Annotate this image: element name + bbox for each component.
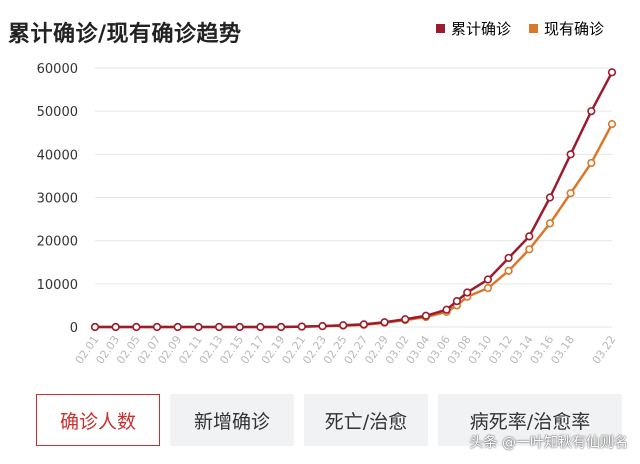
point-cumulative-02-07: [152, 322, 162, 332]
chart-header: 累计确诊/现有确诊趋势 累计确诊 现有确诊: [0, 0, 640, 56]
point-cumulative-03-20: [587, 107, 596, 116]
point-cumulative-02-11: [194, 322, 203, 332]
legend: 累计确诊 现有确诊: [435, 18, 604, 39]
point-cumulative-03-12: [504, 253, 513, 263]
point-cumulative-03-02: [401, 315, 410, 324]
point-cumulative-02-17: [256, 322, 265, 332]
point-cumulative-03-06: [442, 305, 451, 314]
point-cumulative-02-29: [380, 318, 389, 327]
point-cumulative-02-13: [214, 322, 224, 332]
point-cumulative-02-19: [277, 322, 286, 332]
legend-label-current: 现有确诊: [543, 20, 604, 38]
legend-item-current[interactable]: 现有确诊: [528, 18, 604, 39]
legend-item-cumulative[interactable]: 累计确诊: [435, 18, 511, 39]
point-cumulative-03-10: [483, 275, 493, 284]
point-cumulative-02-05: [132, 322, 141, 332]
point-cumulative-02-27: [359, 320, 368, 329]
point-cumulative-03-18: [566, 150, 575, 159]
tab-confirmed[interactable]: 确诊人数: [36, 394, 160, 446]
point-current-03-14: [525, 245, 534, 254]
tab-fatality-cure-rate[interactable]: 病死率/治愈率: [438, 394, 622, 446]
tab-death-cured[interactable]: 死亡/治愈: [304, 394, 428, 446]
y-tick-label-2: 20000: [37, 235, 78, 250]
watermark: 头条 @一叶知秋有仙则名: [469, 435, 628, 451]
point-cumulative-02-15: [235, 322, 244, 332]
point-cumulative-03-16: [545, 193, 555, 202]
y-tick-label-0: 0: [70, 321, 78, 336]
tab-new-confirmed[interactable]: 新增确诊: [170, 394, 294, 446]
point-current-03-22: [607, 120, 617, 129]
legend-label-cumulative: 累计确诊: [450, 20, 511, 38]
point-cumulative-03-07: [452, 297, 462, 306]
y-tick-label-4: 40000: [37, 148, 78, 163]
point-cumulative-03-04: [421, 311, 430, 320]
point-current-03-18: [566, 189, 575, 198]
chart-title: 累计确诊/现有确诊趋势: [8, 22, 242, 47]
line-chart: 010000200003000040000500006000002.0102.0…: [37, 62, 619, 367]
y-tick-label-1: 10000: [37, 278, 78, 293]
y-tick-label-6: 60000: [37, 62, 78, 77]
point-cumulative-03-14: [525, 232, 534, 241]
series-line-cumulative: [95, 71, 614, 329]
legend-swatch-cumulative: [435, 24, 445, 33]
y-tick-label-5: 50000: [37, 105, 78, 120]
legend-swatch-current: [528, 24, 538, 33]
point-current-03-20: [587, 158, 596, 168]
x-tick-label-03-22: 03.22: [590, 333, 619, 366]
point-cumulative-02-03: [111, 322, 120, 332]
point-current-03-12: [504, 266, 513, 275]
point-cumulative-02-25: [339, 321, 348, 330]
point-cumulative-03-08: [463, 288, 472, 297]
point-cumulative-02-21: [297, 322, 306, 331]
point-cumulative-02-09: [173, 322, 182, 332]
point-current-03-16: [545, 219, 555, 228]
point-cumulative-02-01: [90, 322, 100, 332]
point-current-03-10: [483, 284, 493, 293]
point-cumulative-02-23: [318, 322, 327, 331]
y-tick-label-3: 30000: [37, 192, 78, 207]
point-cumulative-03-22: [607, 68, 617, 77]
